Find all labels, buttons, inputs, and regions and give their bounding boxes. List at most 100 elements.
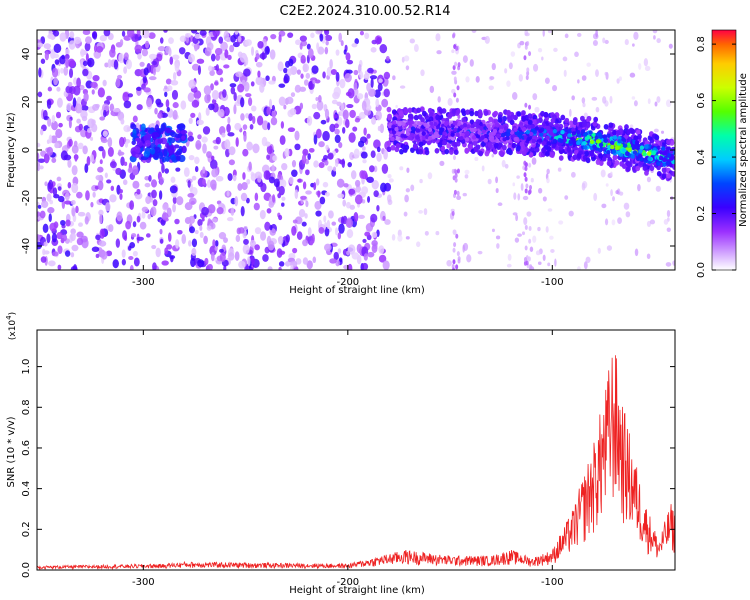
spectrogram-cell — [46, 193, 52, 202]
spectrogram-cell — [246, 179, 251, 185]
spectrogram-cell — [131, 133, 137, 138]
spectrogram-cell — [315, 128, 322, 139]
spectrogram-cell — [255, 53, 260, 60]
spectrogram-cell — [103, 30, 111, 37]
spectrogram-ridge-cell — [603, 138, 609, 144]
spectrogram-cell — [272, 155, 278, 162]
spectrogram-cell — [87, 57, 95, 68]
spectrogram-cell — [85, 36, 92, 44]
spectrogram-ridge-cell — [528, 152, 534, 158]
spectrogram-cell — [629, 72, 636, 78]
spectrogram-cell — [363, 73, 370, 80]
spectrogram-cell — [64, 192, 70, 201]
spectrogram-cell — [310, 32, 315, 39]
spectrogram-cell — [175, 151, 181, 156]
spectrogram-ridge-cell — [518, 131, 523, 136]
spectrogram-cell — [175, 155, 181, 161]
spectrogram-ridge-cell — [455, 140, 461, 147]
spectrogram-cell — [47, 33, 55, 40]
spectrogram-ridge-cell — [642, 165, 648, 172]
spectrogram-cell — [110, 185, 115, 192]
spectrogram-ridge-cell — [592, 144, 597, 149]
spectrogram-cell — [300, 195, 307, 200]
spectrogram-ridge-cell — [500, 132, 506, 138]
spectrogram-cell — [57, 245, 63, 255]
spectrogram-ridge-cell — [513, 137, 518, 142]
spectrogram-cell — [256, 115, 264, 126]
spectrogram-cell — [305, 72, 311, 79]
spectrogram-cell — [291, 169, 298, 177]
spectrogram-cell — [109, 194, 117, 203]
spectrogram-cell — [586, 62, 591, 67]
spectrogram-ridge-cell — [568, 139, 573, 145]
spectrogram-cell — [188, 53, 195, 63]
spectrogram-ridge-cell — [543, 111, 549, 118]
spectrogram-cell — [99, 228, 105, 239]
spectrogram-cell — [218, 36, 224, 44]
spectrogram-cell — [491, 62, 496, 71]
spectrogram-cell — [427, 172, 433, 180]
spectrogram-cell — [278, 214, 283, 221]
spectrogram-cell — [158, 151, 163, 160]
spectrogram-cell — [152, 153, 160, 160]
spectrogram-cell — [647, 98, 651, 105]
spectrogram-cell — [395, 104, 398, 109]
spectrogram-cell — [91, 246, 100, 253]
spectrogram-cell — [104, 62, 109, 68]
spectrogram-cell — [366, 176, 374, 183]
spectrogram-cell — [174, 218, 180, 225]
spectrogram-cell — [464, 174, 469, 179]
spectrogram-ridge-cell — [444, 148, 450, 155]
spectrogram-ridge-cell — [563, 132, 568, 138]
spectrogram-ridge-cell — [478, 111, 483, 117]
spectrogram-cell — [144, 140, 152, 147]
spectrogram-cell — [456, 190, 460, 196]
spectrogram-cell — [373, 139, 381, 149]
spectrogram-ridge-cell — [386, 106, 392, 113]
spectrogram-cell — [474, 156, 479, 162]
spectrogram-ridge-cell — [415, 128, 420, 133]
spectrogram-cell — [119, 136, 125, 148]
spectrogram-cell — [358, 111, 366, 120]
spectrogram-cell — [77, 142, 84, 150]
spectrogram-cell — [168, 37, 174, 44]
spectrogram-cell — [163, 30, 168, 33]
spectrogram-cell — [312, 256, 317, 264]
spectrogram-cell — [325, 144, 329, 151]
spectrogram-cell — [215, 136, 221, 145]
spectrogram-cell — [37, 158, 46, 163]
spectrogram-cell — [457, 258, 461, 264]
spectrogram-cell — [204, 47, 212, 57]
spectrogram-cell — [360, 151, 368, 159]
spectrogram-cell — [307, 153, 311, 160]
spectrogram-ridge-cell — [635, 165, 641, 172]
spectrogram-cell — [610, 171, 613, 177]
spectrogram-cell — [70, 252, 75, 258]
spectrogram-cell — [526, 41, 530, 47]
spectrogram-cell — [145, 233, 151, 238]
spectrogram-cell — [268, 176, 275, 184]
spectrogram-cell — [537, 226, 541, 232]
spectrogram-ridge-cell — [608, 122, 614, 128]
spectrogram-cell — [423, 208, 428, 216]
spectrogram-cell — [227, 116, 231, 125]
spectrogram-cell — [371, 244, 378, 253]
spectrogram-ridge-cell — [498, 142, 503, 148]
spectrogram-cell — [452, 65, 456, 71]
spectrogram-cell — [194, 33, 201, 39]
spectrogram-cell — [248, 97, 253, 107]
spectrogram-ridge-cell — [441, 134, 446, 140]
spectrogram-ridge-cell — [669, 156, 674, 161]
spectrogram-cell — [123, 124, 131, 133]
spectrogram-cell — [164, 247, 169, 255]
spectrogram-ridge-cell — [442, 131, 447, 136]
spectrogram-ridge-cell — [548, 129, 553, 134]
spectrogram-cell — [299, 102, 304, 110]
spectrogram-cell — [356, 243, 362, 254]
spectrogram-cell — [172, 71, 177, 81]
spectrogram-cell — [232, 169, 237, 177]
spectrogram-cell — [283, 67, 288, 74]
spectrogram-cell — [302, 63, 308, 73]
spectrogram-cell — [157, 138, 164, 144]
spectrogram-cell — [121, 30, 126, 37]
